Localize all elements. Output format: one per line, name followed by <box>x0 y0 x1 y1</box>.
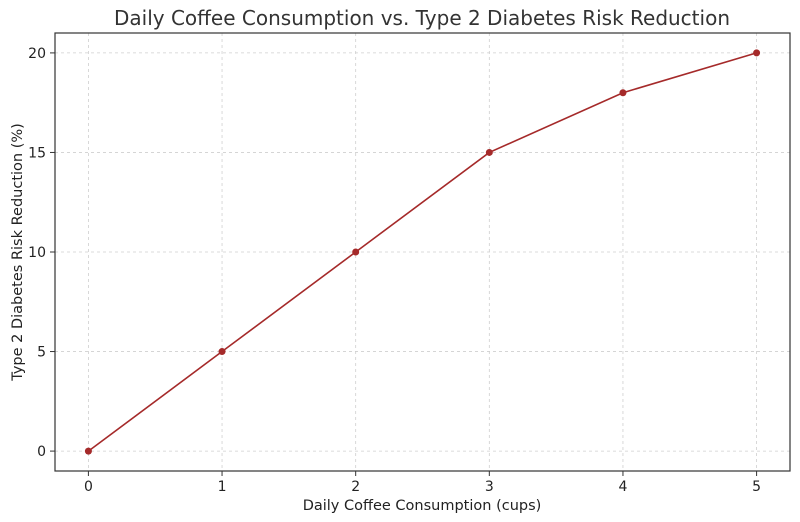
x-tick-label: 5 <box>752 479 761 495</box>
x-axis-label: Daily Coffee Consumption (cups) <box>303 498 542 514</box>
y-axis-label: Type 2 Diabetes Risk Reduction (%) <box>10 123 26 382</box>
data-point <box>619 89 627 97</box>
y-tick-label: 0 <box>37 444 46 460</box>
x-tick-label: 4 <box>618 479 627 495</box>
y-tick-label: 15 <box>28 145 46 161</box>
x-tick-label: 0 <box>84 479 93 495</box>
y-tick-label: 20 <box>28 46 46 62</box>
x-tick-label: 3 <box>485 479 494 495</box>
y-tick-label: 5 <box>37 345 46 361</box>
series-layer <box>84 49 761 455</box>
data-point <box>218 348 226 356</box>
data-point <box>485 148 493 156</box>
x-tick-label: 1 <box>218 479 227 495</box>
chart-title: Daily Coffee Consumption vs. Type 2 Diab… <box>114 6 730 30</box>
series-line <box>87 52 757 452</box>
data-point <box>84 447 92 455</box>
y-tick-label: 10 <box>28 245 46 261</box>
axes-layer: 0 1 2 3 4 5 0 5 10 15 20 <box>28 32 791 495</box>
grid-layer <box>55 33 790 471</box>
data-point <box>352 248 360 256</box>
data-point <box>753 49 761 57</box>
plot-frame <box>54 32 791 472</box>
x-tick-label: 2 <box>351 479 360 495</box>
